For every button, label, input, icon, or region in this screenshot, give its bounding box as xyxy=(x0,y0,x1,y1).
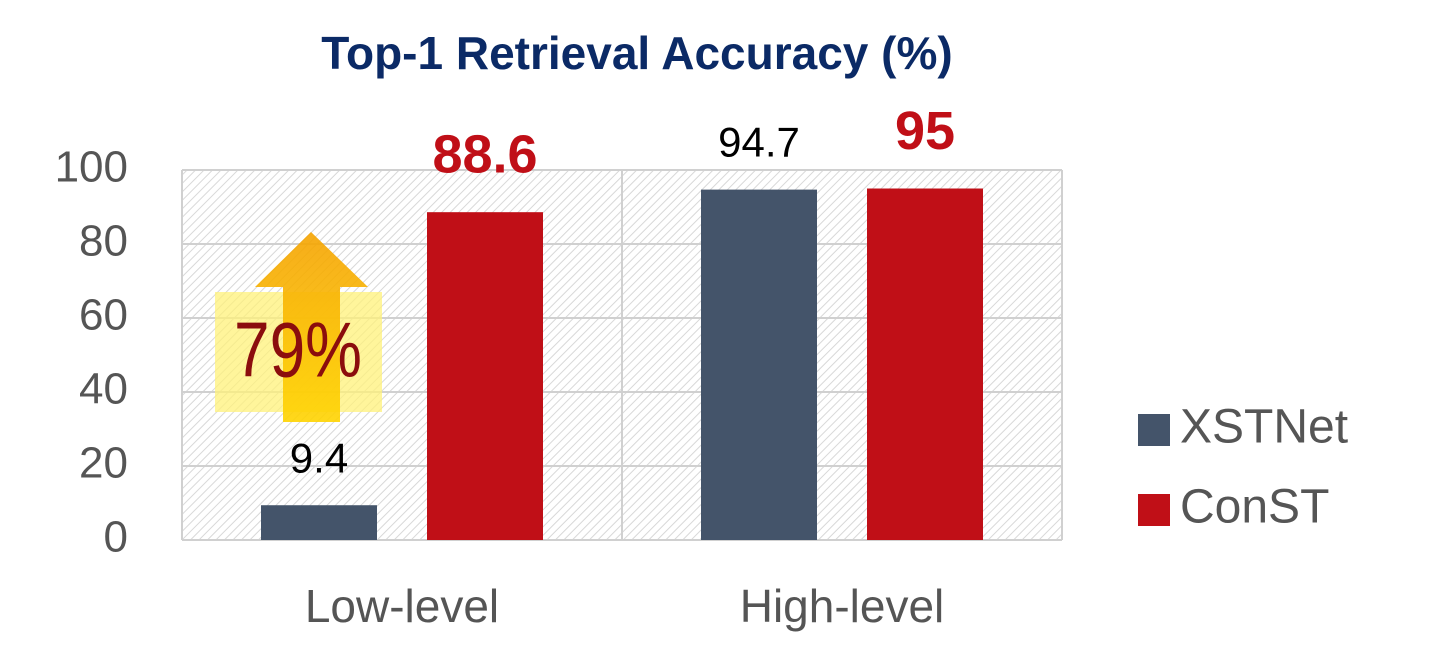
y-tick-label: 40 xyxy=(79,365,128,414)
y-tick-label: 100 xyxy=(55,143,128,192)
x-tick-label: High-level xyxy=(740,580,945,632)
bar xyxy=(867,188,983,540)
value-label: 95 xyxy=(895,101,955,161)
bar xyxy=(261,505,377,540)
y-tick-label: 0 xyxy=(104,513,128,562)
legend-label: ConST xyxy=(1180,481,1329,534)
y-tick-label: 80 xyxy=(79,217,128,266)
value-label: 94.7 xyxy=(718,119,800,166)
y-tick-label: 60 xyxy=(79,291,128,340)
legend-swatch xyxy=(1138,494,1170,526)
legend-label: XSTNet xyxy=(1180,401,1348,454)
value-label: 88.6 xyxy=(432,124,537,184)
chart-title: Top-1 Retrieval Accuracy (%) xyxy=(321,27,952,79)
annotation: 79% xyxy=(234,306,362,394)
x-tick-label: Low-level xyxy=(305,580,499,632)
value-label: 9.4 xyxy=(290,434,348,481)
bar xyxy=(701,189,817,541)
bar xyxy=(427,212,543,540)
y-tick-label: 20 xyxy=(79,439,128,488)
legend-swatch xyxy=(1138,414,1170,446)
annotation-arrow xyxy=(255,232,368,422)
